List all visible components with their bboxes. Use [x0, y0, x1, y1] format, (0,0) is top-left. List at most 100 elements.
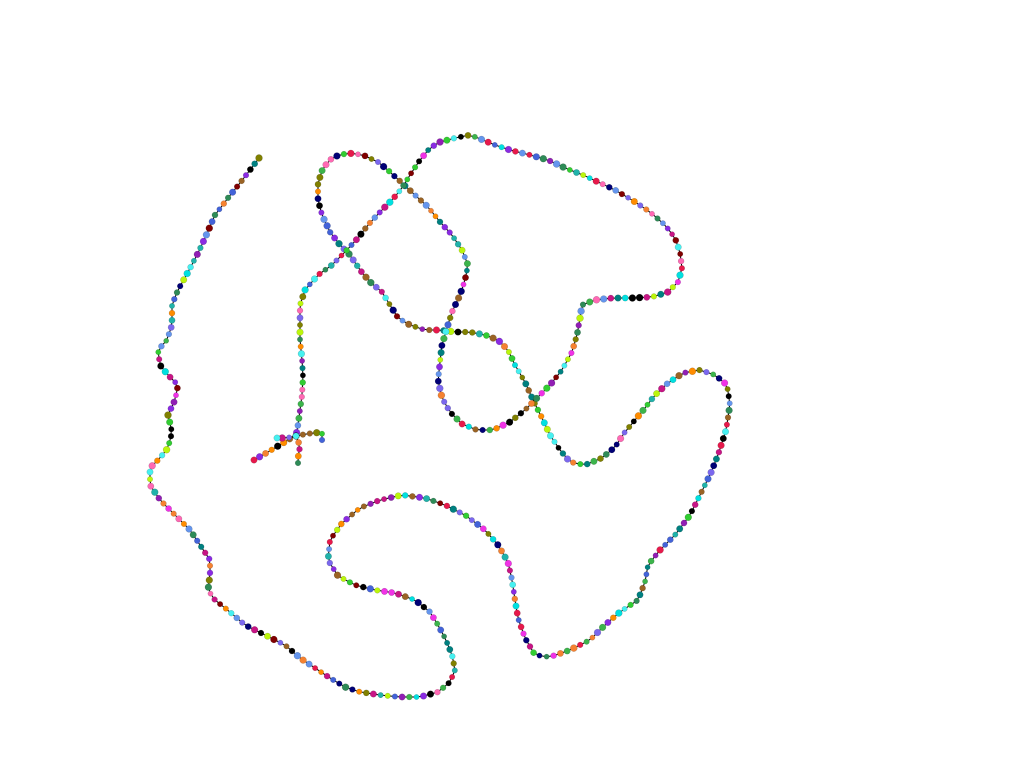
- chain-node: [680, 519, 688, 527]
- chain-node: [553, 374, 560, 381]
- branch-3-node: [306, 430, 313, 437]
- chain-node: [324, 552, 332, 560]
- chain-node: [297, 300, 304, 307]
- chain-node: [242, 172, 250, 179]
- chain-node: [614, 294, 622, 302]
- chain-node: [169, 302, 175, 309]
- chain-node: [613, 441, 620, 448]
- chain-node: [354, 507, 361, 513]
- chain-node: [520, 630, 527, 637]
- branch-2-node: [296, 446, 303, 453]
- chain-node: [530, 649, 537, 657]
- chain-node: [498, 144, 505, 151]
- chain-node: [675, 372, 683, 380]
- chain-node: [322, 266, 329, 273]
- chain-node: [384, 692, 391, 699]
- chain-node: [448, 410, 456, 418]
- chain-node: [386, 301, 393, 308]
- chain-node: [532, 394, 541, 403]
- chain-node: [434, 620, 441, 627]
- chain-node: [190, 257, 197, 264]
- chain-node: [331, 234, 339, 242]
- chain-node: [719, 434, 727, 443]
- chain-node: [710, 371, 717, 378]
- chain-node: [462, 274, 469, 282]
- chain-node: [543, 653, 550, 660]
- chain-node: [180, 520, 187, 527]
- chain-node: [610, 614, 617, 622]
- chain-node: [314, 188, 322, 195]
- chain-node: [484, 138, 492, 146]
- branch-2-node: [294, 452, 302, 460]
- chain-node: [512, 148, 519, 155]
- chain-node: [538, 413, 545, 420]
- chain-node: [419, 326, 426, 333]
- chain-node: [577, 307, 585, 315]
- chain-node: [463, 267, 470, 274]
- chain-node: [608, 446, 616, 454]
- chain-node: [515, 617, 522, 624]
- chain-node: [650, 293, 658, 300]
- chain-node: [168, 309, 176, 317]
- chain-node: [570, 644, 578, 652]
- chain-node: [486, 426, 494, 434]
- chain-node: [592, 177, 600, 185]
- chain-node: [432, 326, 441, 334]
- chain-node: [684, 513, 692, 521]
- chain-node: [341, 683, 350, 691]
- chain-node: [170, 510, 177, 517]
- chain-node: [726, 400, 733, 407]
- chain-node: [165, 331, 173, 338]
- chain-node: [723, 421, 730, 428]
- branch-4-node: [286, 434, 292, 441]
- chain-node: [523, 405, 530, 412]
- chain-node: [158, 342, 165, 350]
- chain-node: [420, 603, 428, 611]
- chain-node: [147, 476, 153, 483]
- chain-node: [559, 163, 567, 171]
- chain-node: [211, 211, 219, 219]
- chain-node: [183, 269, 191, 278]
- chain-node: [381, 203, 389, 211]
- chain-node: [703, 368, 710, 376]
- chain-node: [688, 367, 697, 376]
- chain-node: [522, 380, 530, 388]
- chain-node: [348, 241, 355, 249]
- chain-node: [316, 270, 323, 278]
- chain-node: [633, 597, 640, 605]
- chain-node: [296, 408, 303, 415]
- chain-node: [724, 386, 731, 393]
- chain-node: [656, 546, 664, 554]
- chain-node: [316, 202, 323, 210]
- chain-node: [349, 686, 356, 693]
- chain-node: [220, 200, 228, 207]
- chain-node: [454, 328, 462, 336]
- branch-1-node: [255, 453, 264, 461]
- chain-node: [442, 328, 450, 336]
- chain-node: [297, 322, 303, 328]
- chain-node: [599, 181, 606, 188]
- chain-node: [508, 355, 516, 362]
- chain-node: [721, 379, 729, 387]
- chain-node: [171, 296, 178, 303]
- chain-node: [457, 287, 465, 296]
- chain-node: [511, 362, 519, 369]
- chain-node: [483, 332, 490, 339]
- chain-node: [206, 569, 214, 577]
- chain-node: [164, 411, 172, 419]
- chain-node: [643, 571, 650, 578]
- chain-node: [299, 379, 306, 386]
- chain-node: [187, 263, 194, 271]
- chain-node: [474, 520, 482, 528]
- chain-node: [583, 638, 590, 645]
- chain-node: [297, 400, 305, 408]
- chain-node: [676, 271, 684, 279]
- chain-node: [462, 328, 469, 336]
- chain-node: [725, 393, 732, 400]
- chain-node: [649, 210, 655, 217]
- chain-node: [441, 633, 447, 640]
- chain-node: [615, 609, 623, 617]
- chain-node: [168, 426, 175, 433]
- chain-node: [399, 317, 406, 324]
- chain-node: [523, 637, 530, 644]
